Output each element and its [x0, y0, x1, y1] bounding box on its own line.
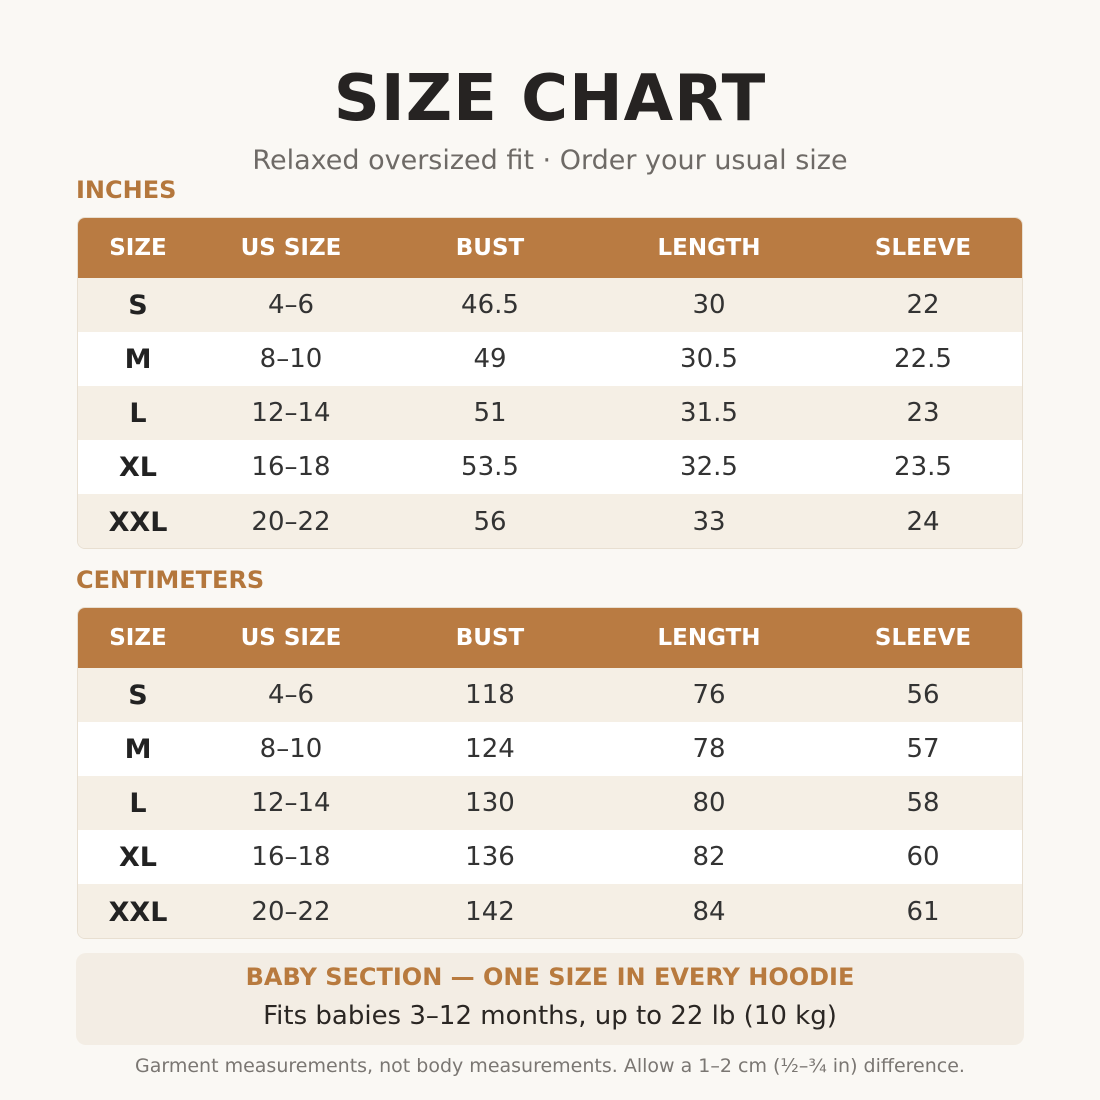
- table-cell: 4–6: [267, 290, 315, 320]
- column-header: US SIZE: [240, 625, 342, 651]
- baby-text: Fits babies 3–12 months, up to 22 lb (10…: [263, 1001, 837, 1031]
- column-header: SLEEVE: [874, 625, 972, 651]
- column-header: BUST: [455, 235, 525, 261]
- table-cell: 82: [692, 842, 726, 872]
- table-cell: 124: [465, 734, 515, 764]
- size-cell: S: [128, 289, 148, 321]
- table-row: S 4–6 46.5 30 22: [78, 278, 1022, 332]
- table-cell: 76: [692, 680, 726, 710]
- table-row: S 4–6 118 76 56: [78, 668, 1022, 722]
- section-label: INCHES: [76, 176, 177, 204]
- table-cell: 80: [692, 788, 726, 818]
- table-cell: 33: [692, 507, 726, 537]
- table-cell: 57: [906, 734, 940, 764]
- column-header: LENGTH: [657, 235, 761, 261]
- table-cell: 8–10: [259, 734, 323, 764]
- table-row: L 12–14 130 80 58: [78, 776, 1022, 830]
- size-cell: S: [128, 679, 148, 711]
- table-row: XXL 20–22 142 84 61: [78, 884, 1022, 938]
- subtitle: Relaxed oversized fit · Order your usual…: [252, 145, 848, 176]
- table-cell: 31.5: [680, 398, 738, 428]
- title: SIZE CHART: [333, 62, 767, 136]
- table-cell: 142: [465, 897, 515, 927]
- size-cell: XXL: [108, 506, 168, 538]
- table-cell: 22.5: [894, 344, 952, 374]
- table-cell: 16–18: [251, 842, 331, 872]
- table-cell: 16–18: [251, 452, 331, 482]
- table-row: XL 16–18 53.5 32.5 23.5: [78, 440, 1022, 494]
- table-cell: 30.5: [680, 344, 738, 374]
- table-cell: 136: [465, 842, 515, 872]
- table-cell: 84: [692, 897, 726, 927]
- header-row: SIZE US SIZE BUST LENGTH SLEEVE: [78, 218, 1022, 278]
- section-label: CENTIMETERS: [76, 566, 265, 594]
- column-header: LENGTH: [657, 625, 761, 651]
- size-cell: M: [124, 343, 152, 375]
- table-cell: 12–14: [251, 398, 331, 428]
- column-header: SLEEVE: [874, 235, 972, 261]
- baby-section: BABY SECTION — ONE SIZE IN EVERY HOODIE …: [76, 953, 1024, 1045]
- table-cell: 23: [906, 398, 940, 428]
- baby-title: BABY SECTION — ONE SIZE IN EVERY HOODIE: [245, 963, 855, 991]
- size-cell: M: [124, 733, 152, 765]
- table-row: L 12–14 51 31.5 23: [78, 386, 1022, 440]
- table-cell: 49: [473, 344, 507, 374]
- header-row: SIZE US SIZE BUST LENGTH SLEEVE: [78, 608, 1022, 668]
- size-cell: XL: [118, 451, 158, 483]
- table-cell: 46.5: [461, 290, 519, 320]
- table-cell: 22: [906, 290, 940, 320]
- table-cell: 32.5: [680, 452, 738, 482]
- column-header: SIZE: [109, 625, 167, 651]
- table-cell: 78: [692, 734, 726, 764]
- size-cell: XXL: [108, 896, 168, 928]
- table-row: XL 16–18 136 82 60: [78, 830, 1022, 884]
- table-row: XXL 20–22 56 33 24: [78, 494, 1022, 548]
- table-cell: 51: [473, 398, 507, 428]
- size-cell: L: [129, 397, 147, 429]
- size-cell: XL: [118, 841, 158, 873]
- table-cell: 12–14: [251, 788, 331, 818]
- table-cell: 8–10: [259, 344, 323, 374]
- table-cell: 56: [473, 507, 507, 537]
- table-cell: 4–6: [267, 680, 315, 710]
- column-header: US SIZE: [240, 235, 342, 261]
- table-cell: 61: [906, 897, 940, 927]
- table-cell: 20–22: [251, 897, 331, 927]
- size-table: SIZE US SIZE BUST LENGTH SLEEVE S 4–6 46.5 30 22 M…: [77, 217, 1023, 549]
- table-cell: 58: [906, 788, 940, 818]
- table-cell: 130: [465, 788, 515, 818]
- table-cell: 56: [906, 680, 940, 710]
- size-cell: L: [129, 787, 147, 819]
- column-header: SIZE: [109, 235, 167, 261]
- table-cell: 20–22: [251, 507, 331, 537]
- table-cell: 53.5: [461, 452, 519, 482]
- column-header: BUST: [455, 625, 525, 651]
- size-table: SIZE US SIZE BUST LENGTH SLEEVE S 4–6 118 76 56 M 8…: [77, 607, 1023, 939]
- table-cell: 118: [465, 680, 515, 710]
- footnote: Garment measurements, not body measureme…: [135, 1055, 965, 1077]
- table-cell: 60: [906, 842, 940, 872]
- table-row: M 8–10 124 78 57: [78, 722, 1022, 776]
- table-cell: 30: [692, 290, 726, 320]
- table-cell: 23.5: [894, 452, 952, 482]
- table-cell: 24: [906, 507, 940, 537]
- table-row: M 8–10 49 30.5 22.5: [78, 332, 1022, 386]
